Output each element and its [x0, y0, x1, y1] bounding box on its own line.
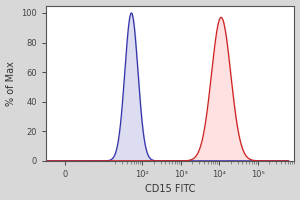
Y-axis label: % of Max: % of Max [6, 61, 16, 106]
X-axis label: CD15 FITC: CD15 FITC [145, 184, 195, 194]
